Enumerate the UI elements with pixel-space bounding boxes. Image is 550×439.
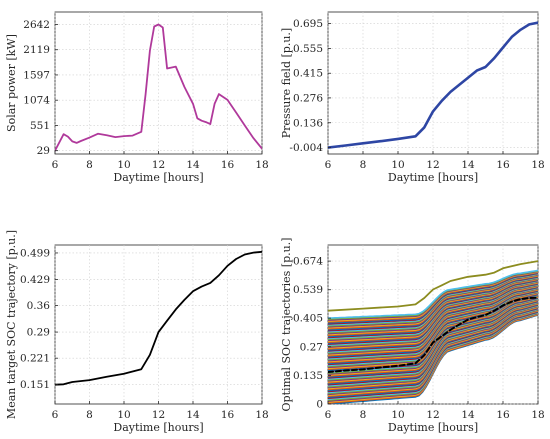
x-axis-label: Daytime [hours]	[388, 421, 478, 434]
chart-panel-4: 6 8 10 12 14 16 18 0 0.135 0.27 0.405 0.539 0.674 Day…	[280, 238, 545, 434]
x-tick-label: 10	[391, 159, 404, 171]
series-line	[55, 250, 262, 386]
x-tick-label: 14	[186, 159, 200, 171]
x-tick-label: 8	[360, 159, 367, 171]
chart-panel-3: 6 8 10 12 14 16 18 0.151 0.221 0.29 0.36 0.429 0.499…	[5, 230, 269, 434]
y-tick-label: 2642	[23, 19, 50, 31]
chart-panel-2: 6 8 10 12 14 16 18 -0.004 0.136 0.276 0.415 0.555 0.…	[280, 11, 545, 184]
y-tick-label: 1074	[23, 95, 50, 107]
series-line	[328, 21, 538, 149]
x-tick-label: 12	[426, 409, 439, 421]
x-axis-label: Daytime [hours]	[113, 421, 203, 434]
x-tick-label: 18	[255, 159, 268, 171]
x-tick-label: 8	[86, 409, 93, 421]
x-tick-label: 6	[52, 409, 59, 421]
x-tick-label: 6	[325, 159, 332, 171]
x-tick-label: 10	[391, 409, 404, 421]
x-tick-label: 10	[117, 409, 130, 421]
series-group	[328, 260, 538, 404]
x-axis-label: Daytime [hours]	[388, 171, 478, 184]
x-tick-label: 6	[52, 159, 59, 171]
x-tick-label: 10	[117, 159, 130, 171]
x-tick-label: 16	[496, 409, 510, 421]
x-tick-label: 14	[461, 159, 475, 171]
chart-panel-1: 6 8 10 12 14 16 18 29 551 1074 1597 2119 2642 Daytime…	[5, 11, 269, 184]
x-tick-label: 14	[461, 409, 475, 421]
x-tick-label: 18	[255, 409, 268, 421]
series-group	[55, 23, 262, 152]
y-axis-label: Pressure field [p.u.]	[280, 28, 293, 138]
y-tick-label: -0.004	[289, 142, 323, 154]
y-tick-label: 0.429	[20, 274, 50, 286]
y-tick-label: 0.415	[293, 68, 323, 80]
y-tick-label: 0.136	[293, 117, 323, 129]
series-line	[55, 23, 262, 152]
x-tick-label: 16	[496, 159, 510, 171]
y-axis-label: Optimal SOC trajectories [p.u.]	[280, 238, 293, 412]
y-tick-label: 0.276	[293, 92, 323, 104]
series-line	[328, 260, 538, 312]
x-tick-label: 18	[531, 409, 544, 421]
y-axis-label: Solar power [kW]	[5, 34, 18, 132]
x-tick-label: 16	[221, 409, 235, 421]
y-tick-label: 0.221	[20, 353, 50, 365]
y-tick-label: 551	[30, 120, 50, 132]
y-tick-label: 29	[37, 145, 50, 157]
y-tick-label: 0.555	[293, 43, 323, 55]
y-tick-label: 0.539	[293, 284, 323, 296]
x-tick-label: 12	[426, 159, 439, 171]
x-tick-label: 16	[221, 159, 235, 171]
x-tick-label: 12	[152, 159, 165, 171]
y-tick-label: 0.695	[293, 18, 323, 30]
plot-area	[54, 244, 263, 405]
y-tick-label: 0.151	[20, 379, 50, 391]
y-tick-label: 2119	[23, 44, 50, 56]
y-tick-label: 0	[316, 399, 323, 411]
y-tick-label: 0.499	[20, 247, 50, 259]
y-tick-label: 0.29	[27, 327, 50, 339]
x-tick-label: 8	[360, 409, 367, 421]
y-tick-label: 0.135	[293, 370, 323, 382]
series-group	[55, 250, 262, 386]
x-tick-label: 18	[531, 159, 544, 171]
series-group	[328, 21, 538, 149]
y-tick-label: 1597	[23, 69, 50, 81]
trajectory-line	[328, 269, 538, 319]
x-tick-label: 6	[325, 409, 332, 421]
y-tick-label: 0.27	[300, 341, 323, 353]
x-tick-label: 14	[186, 409, 200, 421]
x-tick-label: 8	[86, 159, 93, 171]
x-axis-label: Daytime [hours]	[113, 171, 203, 184]
x-tick-label: 12	[152, 409, 165, 421]
mean-trajectory-line	[328, 296, 538, 373]
y-axis-label: Mean target SOC trajectory [p.u.]	[5, 230, 18, 419]
y-tick-label: 0.405	[293, 313, 323, 325]
y-tick-label: 0.674	[293, 256, 323, 268]
y-tick-label: 0.36	[27, 300, 51, 312]
